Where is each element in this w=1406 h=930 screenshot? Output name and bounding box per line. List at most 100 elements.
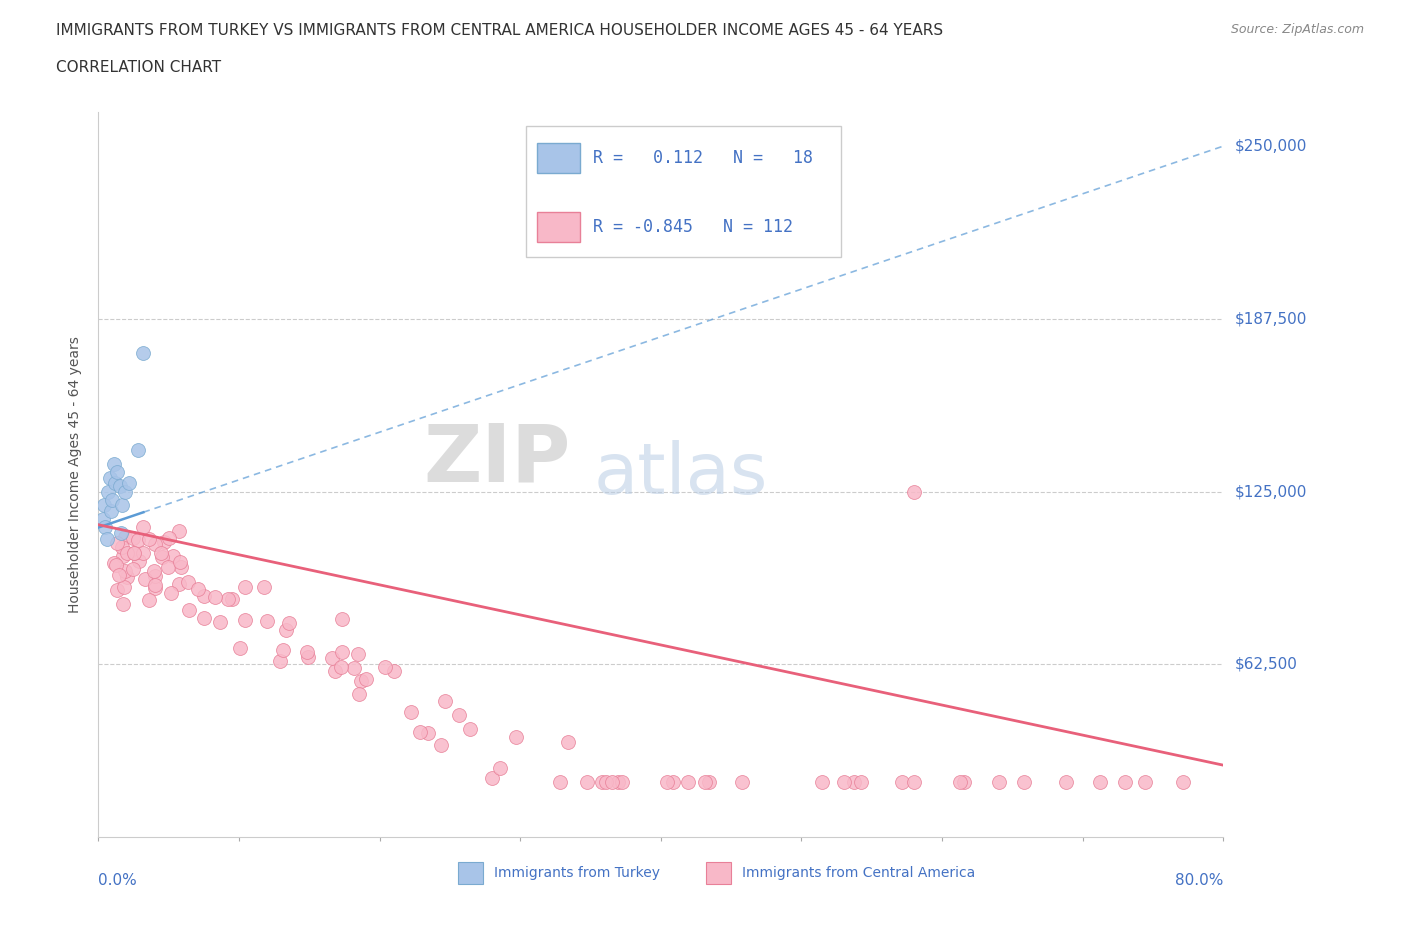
Point: [169, 577, 191, 591]
Point: [167, 524, 190, 538]
Point: [96, 531, 118, 546]
Point: [401, 704, 423, 719]
Point: [143, 537, 166, 551]
Point: [132, 519, 155, 534]
Text: $187,500: $187,500: [1234, 312, 1306, 326]
Point: [132, 546, 155, 561]
Point: [114, 564, 136, 578]
Point: [256, 613, 278, 628]
Point: [834, 775, 856, 790]
Point: [662, 775, 685, 790]
Point: [103, 556, 125, 571]
Point: [548, 775, 571, 790]
FancyBboxPatch shape: [537, 212, 579, 242]
Point: [949, 775, 972, 790]
Point: [269, 654, 291, 669]
Point: [122, 530, 145, 545]
Point: [114, 530, 136, 545]
Point: [156, 560, 179, 575]
Point: [111, 498, 134, 512]
Point: [108, 567, 131, 582]
Point: [132, 346, 155, 361]
Point: [1088, 775, 1111, 790]
Point: [481, 770, 503, 785]
Point: [330, 659, 353, 674]
Point: [149, 545, 172, 560]
Point: [953, 775, 976, 790]
Point: [157, 531, 180, 546]
Point: [143, 578, 166, 592]
Text: $125,000: $125,000: [1234, 485, 1306, 499]
Point: [557, 735, 579, 750]
Point: [408, 724, 430, 739]
Point: [208, 615, 231, 630]
Text: CORRELATION CHART: CORRELATION CHART: [56, 60, 221, 75]
Point: [606, 775, 628, 790]
Text: Immigrants from Central America: Immigrants from Central America: [742, 866, 974, 881]
Point: [143, 580, 166, 595]
Point: [844, 775, 866, 790]
Text: R =   0.112   N =   18: R = 0.112 N = 18: [593, 149, 813, 167]
Point: [204, 590, 226, 604]
Point: [278, 616, 301, 631]
Point: [118, 476, 141, 491]
Point: [97, 485, 120, 499]
Point: [600, 775, 623, 790]
Point: [693, 775, 716, 790]
Point: [382, 663, 405, 678]
Point: [374, 660, 396, 675]
Point: [810, 775, 832, 790]
Point: [114, 485, 136, 499]
Point: [252, 580, 274, 595]
Point: [105, 582, 128, 597]
Text: 0.0%: 0.0%: [98, 873, 138, 888]
Point: [1171, 775, 1194, 790]
Point: [676, 775, 699, 790]
Point: [987, 775, 1010, 790]
Point: [591, 775, 613, 790]
FancyBboxPatch shape: [706, 862, 731, 884]
Point: [612, 775, 634, 790]
Point: [193, 589, 215, 604]
FancyBboxPatch shape: [537, 143, 579, 173]
Point: [297, 644, 319, 659]
Text: Immigrants from Turkey: Immigrants from Turkey: [495, 866, 661, 881]
Point: [235, 579, 257, 594]
Point: [274, 623, 297, 638]
Point: [576, 775, 599, 790]
Point: [271, 643, 294, 658]
Point: [233, 613, 256, 628]
Point: [122, 545, 145, 560]
Point: [354, 671, 377, 686]
Point: [655, 775, 678, 790]
Point: [143, 564, 166, 578]
Point: [98, 471, 121, 485]
Point: [187, 582, 209, 597]
Point: [1133, 775, 1156, 790]
Point: [122, 562, 145, 577]
Point: [91, 512, 114, 526]
Point: [330, 612, 353, 627]
Text: R = -0.845   N = 112: R = -0.845 N = 112: [593, 218, 793, 236]
Point: [430, 737, 453, 752]
FancyBboxPatch shape: [458, 862, 484, 884]
Point: [297, 649, 319, 664]
Point: [1012, 775, 1035, 790]
Text: atlas: atlas: [593, 440, 768, 509]
Point: [350, 673, 373, 688]
Point: [112, 596, 135, 611]
Point: [145, 568, 167, 583]
Point: [217, 591, 239, 606]
Text: Source: ZipAtlas.com: Source: ZipAtlas.com: [1230, 23, 1364, 36]
Point: [343, 660, 366, 675]
Point: [221, 591, 243, 606]
Point: [903, 485, 925, 499]
Point: [505, 729, 527, 744]
Point: [595, 775, 617, 790]
Text: 80.0%: 80.0%: [1175, 873, 1223, 888]
Point: [697, 775, 720, 790]
Point: [1114, 775, 1136, 790]
Point: [177, 575, 200, 590]
Point: [347, 646, 370, 661]
Point: [169, 560, 191, 575]
